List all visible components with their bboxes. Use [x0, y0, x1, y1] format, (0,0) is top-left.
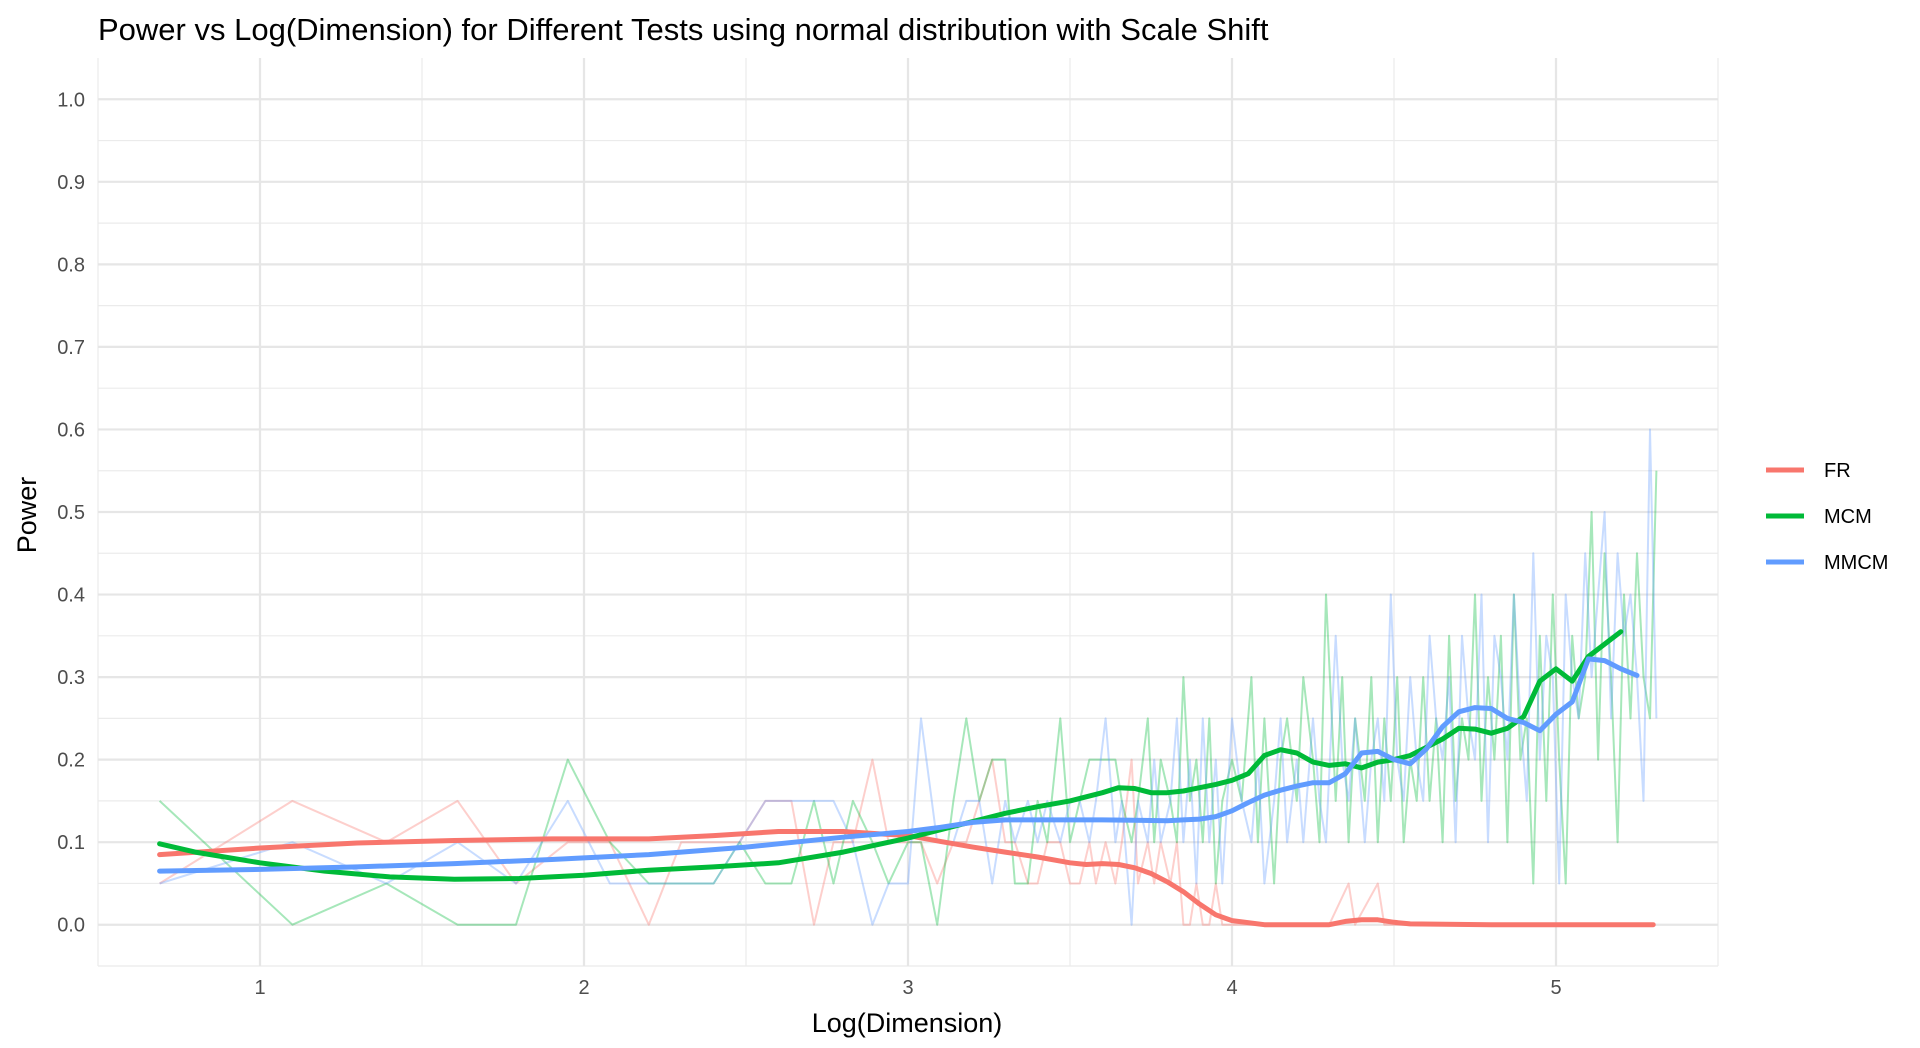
raw-line-mcm	[158, 470, 1658, 926]
legend-label-mcm: MCM	[1824, 506, 1872, 528]
x-tick-label: 2	[578, 977, 589, 999]
x-tick-label: 4	[1226, 977, 1237, 999]
y-tick-label: 0.1	[57, 832, 85, 854]
y-tick-label: 0.0	[57, 915, 85, 937]
y-tick-label: 0.5	[57, 502, 85, 524]
gridlines	[97, 58, 1719, 967]
legend-label-fr: FR	[1824, 460, 1851, 482]
x-axis-title: Log(Dimension)	[812, 1008, 1003, 1038]
y-axis-ticks: 0.0 0.1 0.2 0.3 0.4 0.5 0.6 0.7 0.8 0.9 1.0	[57, 89, 85, 936]
legend: FR MCM MMCM	[1766, 460, 1888, 574]
x-tick-label: 1	[254, 977, 265, 999]
x-axis-ticks: 1 2 3 4 5	[254, 977, 1561, 999]
y-tick-label: 0.8	[57, 254, 85, 276]
chart-title: Power vs Log(Dimension) for Different Te…	[98, 12, 1269, 47]
y-tick-label: 0.9	[57, 172, 85, 194]
smooth-line-mmcm	[157, 656, 1640, 874]
y-tick-label: 0.3	[57, 667, 85, 689]
x-tick-label: 3	[902, 977, 913, 999]
y-tick-label: 0.2	[57, 750, 85, 772]
y-tick-label: 0.4	[57, 585, 85, 607]
y-tick-label: 0.6	[57, 419, 85, 441]
smoothed-series-lines	[157, 629, 1656, 928]
x-tick-label: 5	[1550, 977, 1561, 999]
raw-line-mmcm	[159, 428, 1658, 926]
y-tick-label: 1.0	[57, 89, 85, 111]
y-tick-label: 0.7	[57, 337, 85, 359]
y-axis-title: Power	[12, 477, 42, 554]
smooth-line-mcm	[157, 629, 1624, 882]
legend-label-mmcm: MMCM	[1824, 552, 1888, 574]
smooth-line-fr	[157, 829, 1656, 928]
